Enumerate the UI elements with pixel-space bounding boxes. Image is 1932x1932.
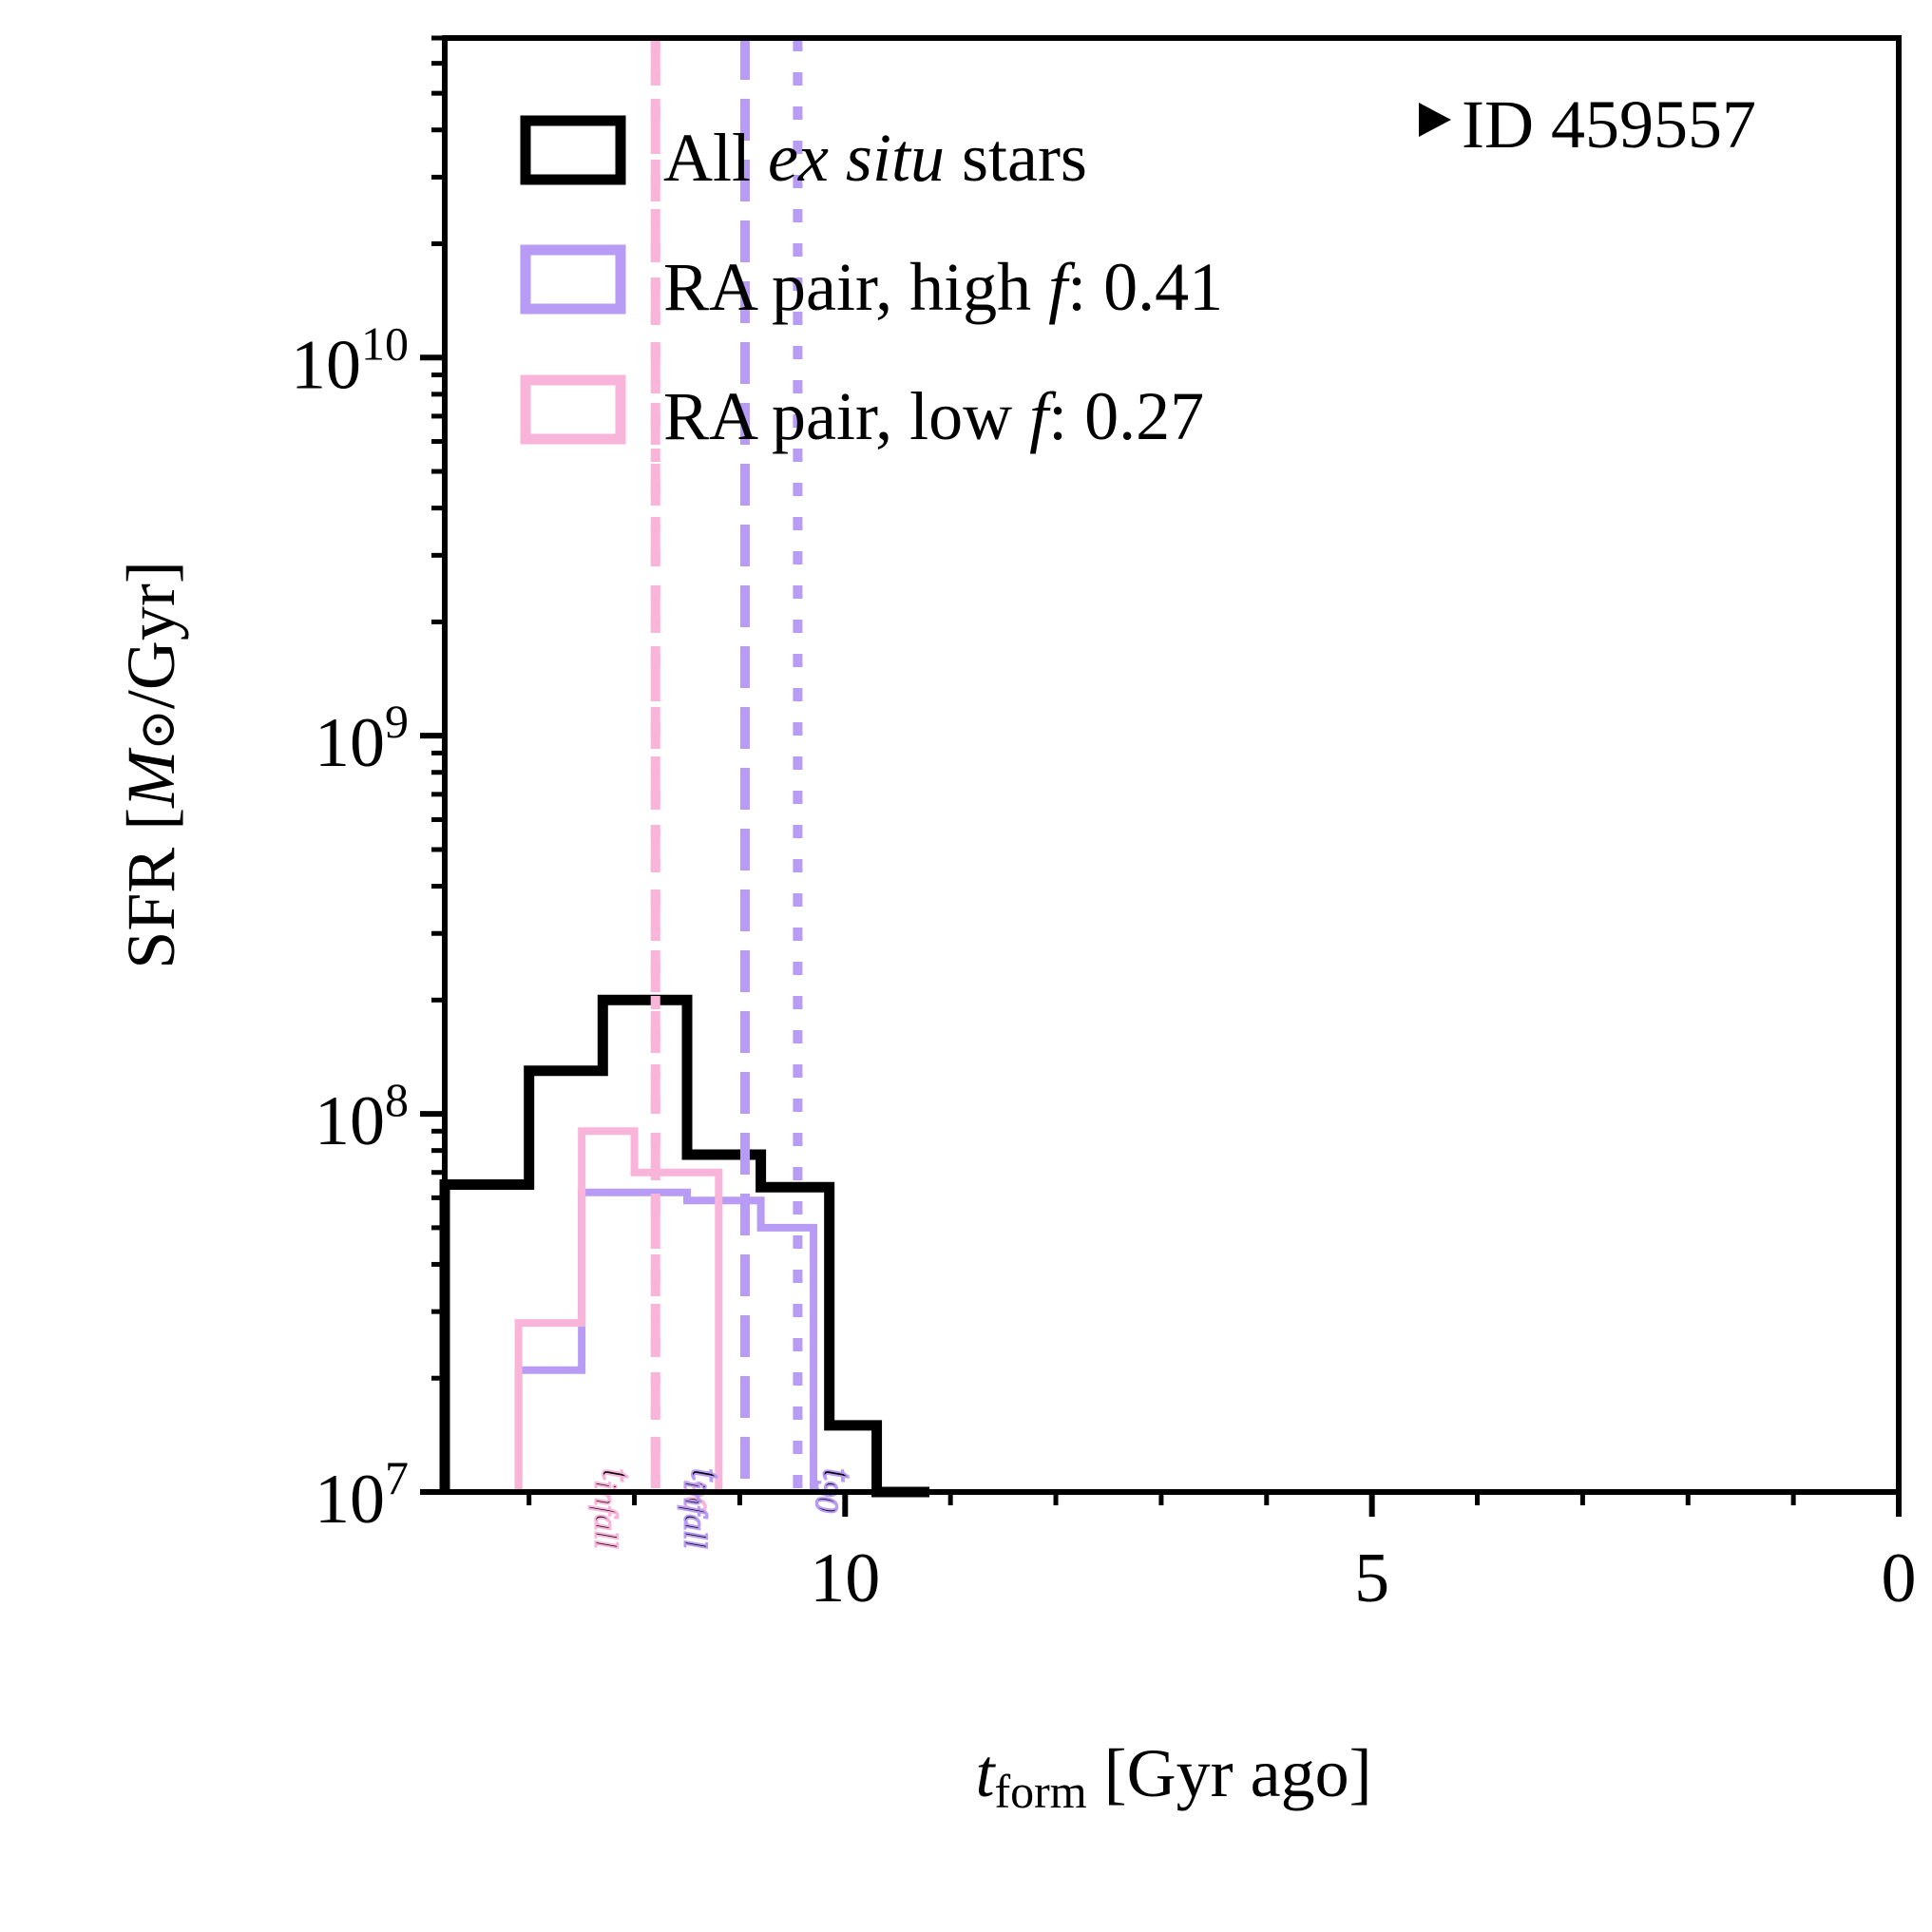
y-tick-label: 107	[315, 1451, 409, 1539]
histogram-high	[514, 1188, 818, 1492]
x-axis-label: tform [Gyr ago]	[975, 1735, 1371, 1818]
legend-label-all: All ex situ stars	[663, 120, 1087, 196]
histogram-low	[514, 1127, 723, 1492]
y-tick-label: 108	[315, 1073, 409, 1160]
legend-swatch-all	[520, 115, 626, 185]
vline-label-low_infall: tinfall	[587, 1468, 641, 1549]
x-tick-label: 0	[1882, 1540, 1917, 1617]
histogram-all	[439, 994, 929, 1498]
vline-label-high_infall: tinfall	[678, 1468, 732, 1549]
legend-label-low: RA pair, low f: 0.27	[663, 378, 1204, 454]
triangle-marker-icon	[1419, 103, 1451, 137]
plot-frame	[442, 35, 1902, 1495]
series-layer	[439, 994, 929, 1498]
legend: All ex situ stars RA pair, high f: 0.41 …	[520, 115, 1223, 454]
y-tick-label: 1010	[291, 316, 409, 404]
y-tick-label: 109	[315, 695, 409, 782]
vline-label-high_t90: t90	[809, 1468, 863, 1513]
legend-label-high: RA pair, high f: 0.41	[663, 249, 1223, 325]
legend-swatch-low	[520, 374, 626, 445]
y-axis-label: SFR [M⊙/Gyr]	[113, 561, 189, 969]
tick-layer: 10 5 0 107 108 109 1010	[291, 35, 1917, 1617]
vline-label-low_t90: t90	[678, 1468, 732, 1513]
x-tick-label: 5	[1354, 1540, 1389, 1617]
galaxy-id-label: ID 459557	[1462, 86, 1756, 163]
legend-swatch-high	[520, 244, 626, 315]
x-tick-label: 10	[810, 1540, 880, 1617]
vline-layer	[650, 38, 803, 1492]
